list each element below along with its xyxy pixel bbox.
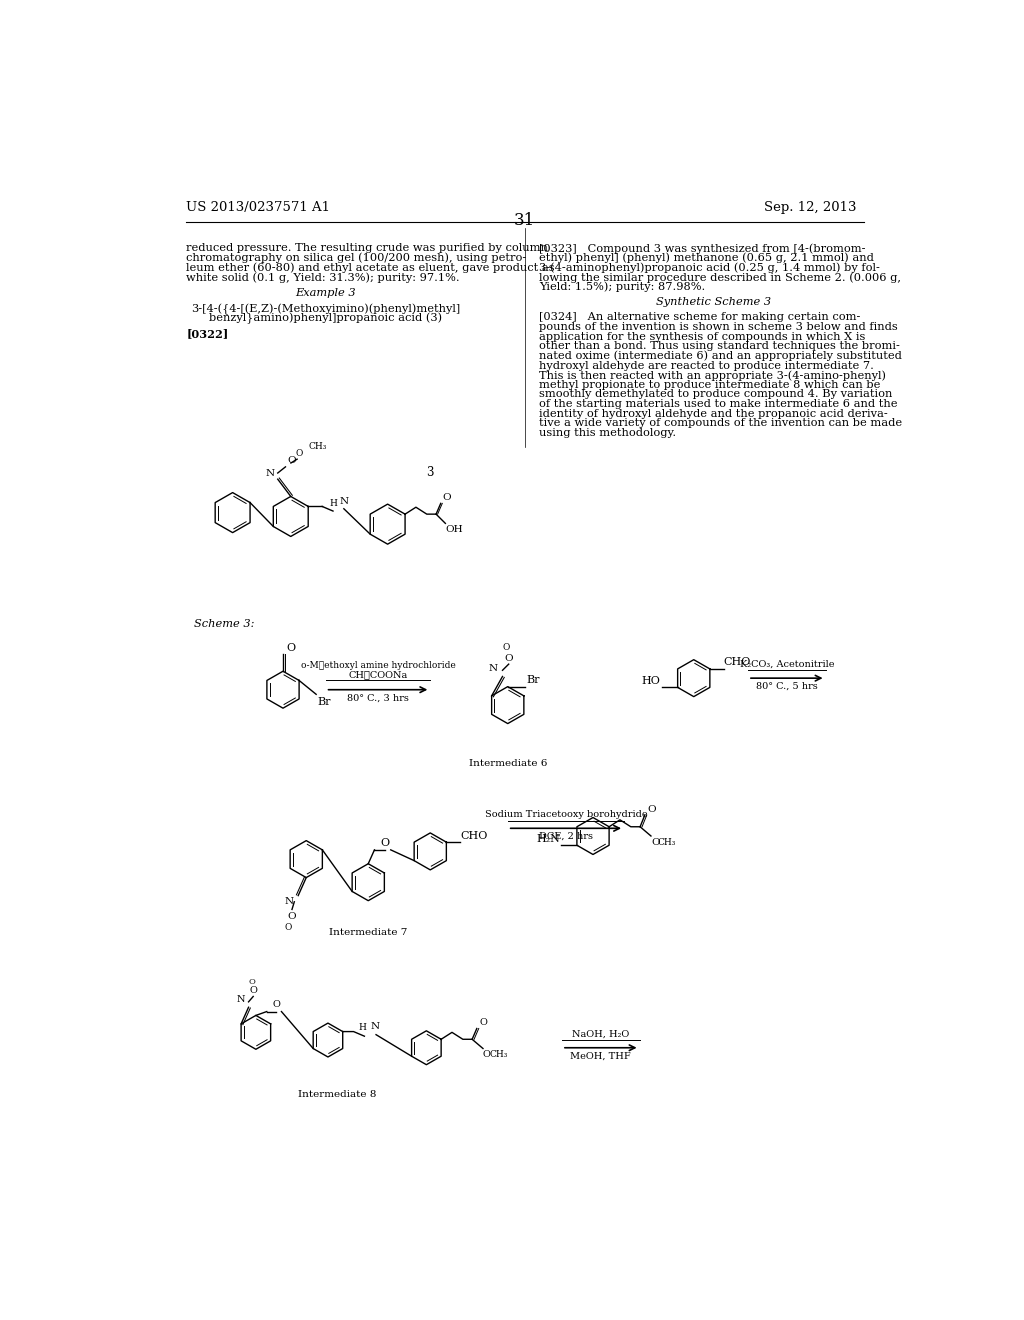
Text: O: O — [651, 838, 659, 846]
Text: Br: Br — [317, 697, 331, 706]
Text: N: N — [285, 898, 294, 906]
Text: Sodium Triacetooxy borohydride: Sodium Triacetooxy borohydride — [484, 810, 647, 818]
Text: reduced pressure. The resulting crude was purified by column: reduced pressure. The resulting crude wa… — [186, 243, 548, 253]
Text: tive a wide variety of compounds of the invention can be made: tive a wide variety of compounds of the … — [539, 418, 902, 428]
Text: H: H — [359, 1023, 367, 1032]
Text: methyl propionate to produce intermediate 8 which can be: methyl propionate to produce intermediat… — [539, 380, 880, 389]
Text: pounds of the invention is shown in scheme 3 below and finds: pounds of the invention is shown in sche… — [539, 322, 897, 333]
Text: O: O — [503, 643, 510, 652]
Text: hydroxyl aldehyde are reacted to produce intermediate 7.: hydroxyl aldehyde are reacted to produce… — [539, 360, 873, 371]
Text: O: O — [505, 653, 513, 663]
Text: O: O — [249, 986, 257, 995]
Text: white solid (0.1 g, Yield: 31.3%); purity: 97.1%.: white solid (0.1 g, Yield: 31.3%); purit… — [186, 272, 460, 282]
Text: O: O — [286, 643, 295, 653]
Text: 80° C., 3 hrs: 80° C., 3 hrs — [347, 693, 409, 702]
Text: H: H — [329, 499, 337, 508]
Text: identity of hydroxyl aldehyde and the propanoic acid deriva-: identity of hydroxyl aldehyde and the pr… — [539, 409, 888, 418]
Text: of the starting materials used to make intermediate 6 and the: of the starting materials used to make i… — [539, 399, 897, 409]
Text: 31: 31 — [514, 213, 536, 230]
Text: O: O — [296, 449, 303, 458]
Text: nated oxime (intermediate 6) and an appropriately substituted: nated oxime (intermediate 6) and an appr… — [539, 351, 901, 362]
Text: O: O — [272, 1001, 280, 1010]
Text: MeOH, THF: MeOH, THF — [570, 1052, 631, 1060]
Text: US 2013/0237571 A1: US 2013/0237571 A1 — [186, 201, 330, 214]
Text: [0322]: [0322] — [186, 327, 228, 339]
Text: [0323]   Compound 3 was synthesized from [4-(bromom-: [0323] Compound 3 was synthesized from [… — [539, 243, 865, 253]
Text: o-M②ethoxyl amine hydrochloride: o-M②ethoxyl amine hydrochloride — [301, 661, 456, 671]
Text: DCE, 2 hrs: DCE, 2 hrs — [539, 832, 593, 841]
Text: 80° C., 5 hrs: 80° C., 5 hrs — [756, 682, 817, 690]
Text: CH₃: CH₃ — [308, 442, 327, 451]
Text: N: N — [237, 995, 245, 1005]
Text: K₂CO₃, Acetonitrile: K₂CO₃, Acetonitrile — [739, 660, 834, 669]
Text: O: O — [248, 978, 255, 986]
Text: NaOH, H₂O: NaOH, H₂O — [572, 1030, 630, 1039]
Text: N: N — [265, 469, 274, 478]
Text: HO: HO — [642, 676, 660, 686]
Text: N: N — [339, 496, 348, 506]
Text: O: O — [479, 1018, 487, 1027]
Text: Br: Br — [526, 675, 540, 685]
Text: N: N — [371, 1022, 380, 1031]
Text: chromatography on silica gel (100/200 mesh), using petro-: chromatography on silica gel (100/200 me… — [186, 252, 526, 263]
Text: 3-(4-aminophenyl)propanoic acid (0.25 g, 1.4 mmol) by fol-: 3-(4-aminophenyl)propanoic acid (0.25 g,… — [539, 263, 880, 273]
Text: O: O — [288, 912, 296, 921]
Text: Yield: 1.5%); purity: 87.98%.: Yield: 1.5%); purity: 87.98%. — [539, 281, 705, 292]
Text: Intermediate 7: Intermediate 7 — [329, 928, 408, 937]
Text: other than a bond. Thus using standard techniques the bromi-: other than a bond. Thus using standard t… — [539, 342, 900, 351]
Text: OH: OH — [445, 525, 463, 533]
Text: CH₃: CH₃ — [657, 838, 676, 846]
Text: H₂N: H₂N — [536, 834, 560, 843]
Text: application for the synthesis of compounds in which X is: application for the synthesis of compoun… — [539, 331, 865, 342]
Text: O: O — [647, 805, 655, 813]
Text: benzyl}amino)phenyl]propanoic acid (3): benzyl}amino)phenyl]propanoic acid (3) — [209, 313, 442, 325]
Text: N: N — [488, 664, 498, 673]
Text: O: O — [285, 923, 292, 932]
Text: Scheme 3:: Scheme 3: — [194, 619, 254, 628]
Text: ethyl) phenyl] (phenyl) methanone (0.65 g, 2.1 mmol) and: ethyl) phenyl] (phenyl) methanone (0.65 … — [539, 252, 873, 263]
Text: CH₃: CH₃ — [489, 1051, 508, 1059]
Text: Synthetic Scheme 3: Synthetic Scheme 3 — [656, 297, 771, 308]
Text: O: O — [483, 1051, 490, 1059]
Text: Example 3: Example 3 — [295, 288, 356, 298]
Text: using this methodology.: using this methodology. — [539, 428, 676, 438]
Text: O: O — [381, 838, 390, 847]
Text: lowing the similar procedure described in Scheme 2. (0.006 g,: lowing the similar procedure described i… — [539, 272, 901, 282]
Text: Intermediate 6: Intermediate 6 — [469, 759, 547, 768]
Text: leum ether (60-80) and ethyl acetate as eluent, gave product as: leum ether (60-80) and ethyl acetate as … — [186, 263, 555, 273]
Text: 3-[4-({4-[(E,Z)-(Methoxyimino)(phenyl)methyl]: 3-[4-({4-[(E,Z)-(Methoxyimino)(phenyl)me… — [191, 304, 460, 314]
Text: CHO: CHO — [461, 830, 487, 841]
Text: CH②COONa: CH②COONa — [348, 671, 408, 678]
Text: Intermediate 8: Intermediate 8 — [298, 1090, 377, 1100]
Text: This is then reacted with an appropriate 3-(4-amino-phenyl): This is then reacted with an appropriate… — [539, 370, 886, 380]
Text: Sep. 12, 2013: Sep. 12, 2013 — [764, 201, 856, 214]
Text: smoothly demethylated to produce compound 4. By variation: smoothly demethylated to produce compoun… — [539, 389, 892, 400]
Text: [0324]   An alternative scheme for making certain com-: [0324] An alternative scheme for making … — [539, 313, 860, 322]
Text: CHO: CHO — [724, 657, 752, 668]
Text: O: O — [287, 457, 296, 466]
Text: O: O — [442, 492, 451, 502]
Text: 3: 3 — [426, 466, 434, 479]
